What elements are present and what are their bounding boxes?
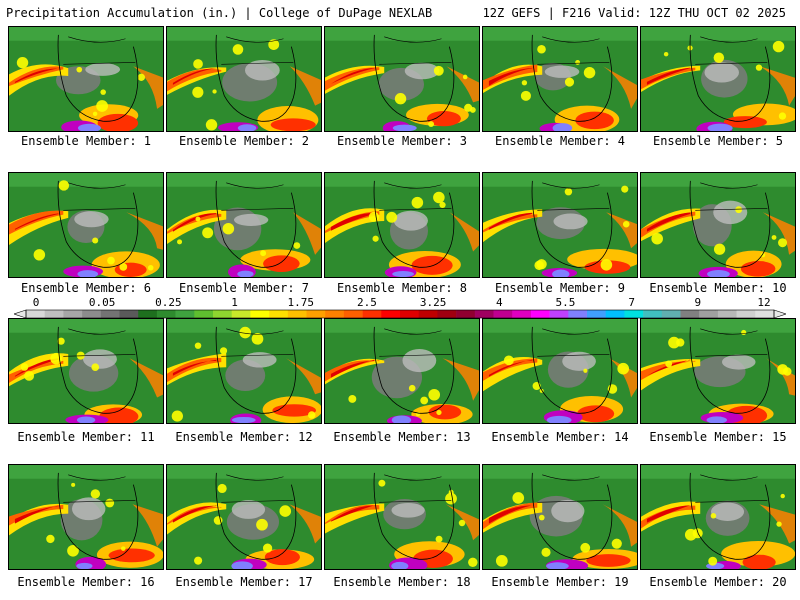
colorbar-left-arrow (14, 309, 27, 319)
colorbar-swatch (250, 310, 270, 318)
colorbar-tick-label: 0.05 (88, 296, 116, 309)
ensemble-member-map (324, 26, 480, 132)
ensemble-member-map (482, 172, 638, 278)
colorbar-swatch (755, 310, 775, 318)
colorbar-swatch (269, 310, 289, 318)
ensemble-member-map (324, 464, 480, 570)
ensemble-member-map (8, 318, 164, 424)
colorbar-swatch (661, 310, 681, 318)
colorbar-swatch (717, 310, 737, 318)
ensemble-member-label: Ensemble Member: 20 (649, 575, 787, 589)
ensemble-member-label: Ensemble Member: 1 (20, 134, 152, 148)
ensemble-member-label: Ensemble Member: 2 (178, 134, 310, 148)
colorbar-swatch (643, 310, 663, 318)
colorbar-swatch (119, 310, 139, 318)
ensemble-member-label: Ensemble Member: 7 (178, 281, 310, 295)
colorbar-tick-label: 1.75 (287, 296, 314, 309)
ensemble-member-map (640, 464, 796, 570)
ensemble-member-map (640, 26, 796, 132)
colorbar-swatch (343, 310, 363, 318)
ensemble-member-map (640, 172, 796, 278)
ensemble-member-map (8, 26, 164, 132)
ensemble-member-map (166, 318, 322, 424)
ensemble-member-label: Ensemble Member: 8 (336, 281, 468, 295)
colorbar-swatch (568, 310, 588, 318)
colorbar-swatch (512, 310, 532, 318)
ensemble-member-label: Ensemble Member: 6 (20, 281, 152, 295)
ensemble-member-label: Ensemble Member: 17 (175, 575, 313, 589)
ensemble-member-label: Ensemble Member: 13 (333, 430, 471, 444)
colorbar-swatch (325, 310, 345, 318)
ensemble-member-map (482, 464, 638, 570)
colorbar-swatch (26, 310, 45, 318)
colorbar-swatch (156, 310, 176, 318)
precip-colorbar (14, 309, 786, 319)
colorbar-tick-label: 0 (32, 296, 40, 309)
ensemble-member-map (640, 318, 796, 424)
colorbar-swatch (437, 310, 457, 318)
colorbar-swatch (63, 310, 83, 318)
colorbar-tick-label: 12 (757, 296, 771, 309)
colorbar-swatch (231, 310, 251, 318)
colorbar-swatch (493, 310, 513, 318)
colorbar-swatch (100, 310, 120, 318)
colorbar-tick-label: 5.5 (555, 296, 576, 309)
ensemble-member-label: Ensemble Member: 12 (175, 430, 313, 444)
ensemble-member-label: Ensemble Member: 11 (17, 430, 155, 444)
ensemble-member-label: Ensemble Member: 9 (494, 281, 626, 295)
ensemble-member-map (166, 26, 322, 132)
colorbar-swatch (680, 310, 700, 318)
ensemble-member-label: Ensemble Member: 10 (649, 281, 787, 295)
colorbar-swatch (306, 310, 326, 318)
colorbar-swatch (699, 310, 719, 318)
colorbar-tick-label: 1 (231, 296, 238, 309)
colorbar-swatch (418, 310, 438, 318)
ensemble-member-map (324, 318, 480, 424)
ensemble-member-map (324, 172, 480, 278)
colorbar-swatch (175, 310, 195, 318)
colorbar-swatch (530, 310, 550, 318)
colorbar-swatch (381, 310, 401, 318)
ensemble-member-label: Ensemble Member: 18 (333, 575, 471, 589)
ensemble-member-map (482, 318, 638, 424)
chart-title: Precipitation Accumulation (in.) | Colle… (6, 6, 433, 20)
ensemble-member-map (166, 172, 322, 278)
ensemble-member-label: Ensemble Member: 4 (494, 134, 626, 148)
colorbar-swatch (194, 310, 214, 318)
colorbar-swatch (587, 310, 606, 318)
colorbar-swatch (213, 310, 232, 318)
colorbar-swatch (82, 310, 102, 318)
colorbar-tick-label: 2.5 (356, 296, 377, 309)
ensemble-member-map (8, 172, 164, 278)
colorbar-swatch (474, 310, 494, 318)
colorbar-swatch (456, 310, 476, 318)
colorbar-right-arrow (773, 309, 786, 319)
colorbar-swatch (400, 310, 419, 318)
colorbar-tick-label: 9 (694, 296, 702, 309)
colorbar-swatch (736, 310, 756, 318)
colorbar-swatch (138, 310, 158, 318)
colorbar-swatch (549, 310, 569, 318)
colorbar-swatch (624, 310, 644, 318)
colorbar-tick-label: 7 (628, 296, 635, 309)
colorbar-swatch (362, 310, 382, 318)
ensemble-member-map (482, 26, 638, 132)
colorbar-swatch (605, 310, 625, 318)
ensemble-member-label: Ensemble Member: 14 (491, 430, 629, 444)
colorbar-tick-label: 4 (495, 296, 503, 309)
ensemble-member-label: Ensemble Member: 5 (652, 134, 784, 148)
model-valid-time: 12Z GEFS | F216 Valid: 12Z THU OCT 02 20… (482, 6, 786, 20)
ensemble-member-map (166, 464, 322, 570)
colorbar-tick-label: 0.25 (155, 296, 182, 309)
ensemble-member-label: Ensemble Member: 19 (491, 575, 629, 589)
ensemble-member-map (8, 464, 164, 570)
colorbar-tick-label: 3.25 (419, 296, 447, 309)
ensemble-member-label: Ensemble Member: 16 (17, 575, 155, 589)
ensemble-member-label: Ensemble Member: 3 (336, 134, 468, 148)
colorbar-swatch (44, 310, 64, 318)
ensemble-member-label: Ensemble Member: 15 (649, 430, 787, 444)
colorbar-swatch (287, 310, 307, 318)
